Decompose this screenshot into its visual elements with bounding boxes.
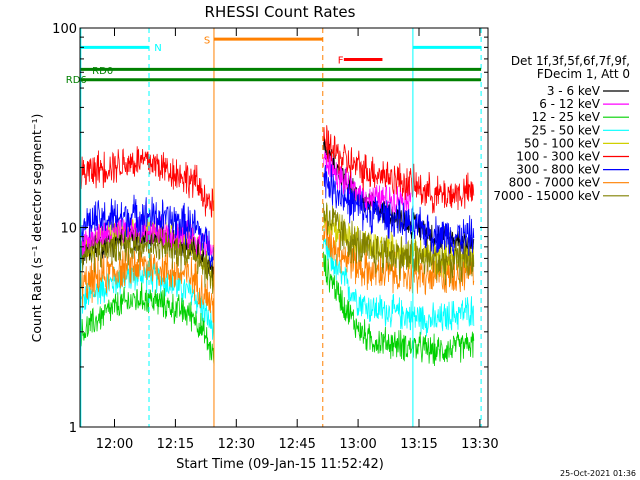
series-line-300-to-800keV-seg1	[80, 194, 215, 267]
x-tick-label-12:45: 12:45	[278, 437, 315, 452]
axes-layer: 12:00 12:15 12:30 12:45 13:00 13:15 13:30 1 10 10…	[52, 22, 498, 452]
legend-label-9: 7000 - 15000 keV	[493, 189, 600, 203]
x-tick-label-12:00: 12:00	[96, 437, 133, 452]
legend-label-8: 800 - 7000 keV	[509, 176, 601, 190]
series-line-12-to-25keV-seg1	[80, 282, 215, 366]
x-tick-label-12:30: 12:30	[218, 437, 255, 452]
legend-label-7: 300 - 800 keV	[516, 163, 600, 177]
series-line-100-to-300keV-seg2	[323, 125, 475, 214]
y-tick-label-100: 100	[52, 22, 77, 37]
y-tick-label-1: 1	[69, 421, 77, 436]
generation-timestamp: 25-Oct-2021 01:36	[560, 469, 636, 478]
series-line-3-to-6keV-seg1	[80, 225, 215, 282]
x-tick-label-13:15: 13:15	[400, 437, 437, 452]
series-layer	[80, 125, 475, 367]
flag-label-n: N	[154, 43, 161, 54]
series-line-300-to-800keV-seg2	[323, 164, 475, 256]
legend-label-1: 3 - 6 keV	[547, 84, 601, 98]
legend-label-4: 25 - 50 keV	[532, 123, 601, 137]
series-line-100-to-300keV-seg1	[80, 146, 215, 218]
legend-header-line-1: Det 1f,3f,5f,6f,7f,9f,	[511, 54, 630, 68]
legend-label-3: 12 - 25 keV	[532, 110, 601, 124]
series-line-800-to-7000keV-seg1	[80, 244, 215, 323]
chart-title: RHESSI Count Rates	[205, 3, 356, 21]
flag-label-f: F	[338, 56, 344, 67]
legend-header-line-2: FDecim 1, Att 0	[537, 67, 630, 81]
series-line-12-to-25keV-seg2	[323, 251, 475, 367]
flag-label-rd0: RD0	[92, 66, 113, 77]
legend: Det 1f,3f,5f,6f,7f,9f, FDecim 1, Att 0 3…	[493, 54, 630, 203]
x-axis-label: Start Time (09-Jan-15 11:52:42)	[176, 457, 384, 472]
flag-label-rd6: RD6	[66, 75, 87, 86]
overlay-layer: N S F RD0 RD6	[66, 28, 482, 427]
legend-label-5: 50 - 100 keV	[524, 136, 601, 150]
x-tick-label-13:00: 13:00	[339, 437, 376, 452]
y-axis-label: Count Rate (s⁻¹ detector segment⁻¹)	[29, 114, 44, 343]
flag-label-s: S	[204, 36, 210, 47]
y-tick-label-10: 10	[60, 222, 77, 237]
series-line-6-to-12keV-seg1	[80, 214, 215, 256]
x-tick-label-13:30: 13:30	[461, 437, 498, 452]
series-line-25-to-50keV-seg2	[323, 228, 475, 337]
x-tick-label-12:15: 12:15	[157, 437, 194, 452]
legend-label-6: 100 - 300 keV	[516, 150, 600, 164]
series-line-25-to-50keV-seg1	[80, 260, 215, 343]
legend-label-2: 6 - 12 keV	[539, 97, 601, 111]
